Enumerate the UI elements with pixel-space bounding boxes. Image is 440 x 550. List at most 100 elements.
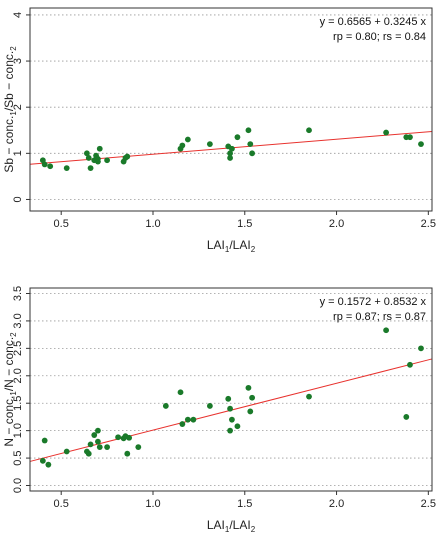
- x-tick-label: 1.5: [237, 218, 252, 230]
- data-point: [234, 423, 241, 430]
- x-ticks: 0.5 1.0 1.5 2.0 2.5: [54, 211, 436, 230]
- x-tick-label: 1.0: [145, 218, 160, 230]
- data-point: [91, 432, 98, 438]
- data-point: [206, 403, 213, 409]
- y-tick-label: 1.0: [12, 423, 24, 438]
- data-point: [407, 134, 413, 141]
- data-point: [104, 157, 110, 164]
- data-point: [95, 438, 101, 445]
- y-tick-label: 0.0: [12, 478, 24, 493]
- y-label-base: Sb − conc.: [2, 116, 16, 173]
- data-point: [184, 136, 191, 143]
- x-tick-label: 1.5: [237, 498, 252, 510]
- data-point: [418, 141, 424, 148]
- y-label-sub2: 2: [9, 46, 18, 51]
- y-tick-label: 0.5: [12, 450, 24, 465]
- x-axis-label: LAI1/LAI2: [207, 238, 256, 254]
- data-point: [115, 434, 122, 441]
- points: [39, 127, 424, 171]
- data-point: [227, 150, 233, 157]
- y-tick-label: 4: [12, 12, 24, 18]
- data-point: [234, 134, 241, 141]
- data-point: [124, 450, 131, 457]
- data-point: [41, 161, 48, 168]
- data-point: [249, 394, 256, 401]
- data-point: [245, 127, 252, 134]
- y-label-sub1: 1: [9, 391, 18, 396]
- data-point: [403, 414, 410, 420]
- data-point: [227, 155, 233, 161]
- panel-n-conc: 0.5 1.0 1.5 2.0 2.5 0.0 0.5 1.0 1.5 2.0 2.5 3.0 3.5…: [2, 286, 436, 534]
- equation-label: y = 0.6565 + 0.3245 x: [320, 16, 427, 28]
- data-point: [95, 158, 101, 165]
- data-point: [87, 441, 94, 448]
- data-point: [177, 389, 184, 396]
- data-point: [63, 448, 70, 455]
- x-label-sub1: 1: [225, 525, 230, 534]
- y-tick-label: 1: [12, 150, 24, 156]
- data-point: [85, 450, 92, 457]
- data-point: [306, 393, 312, 400]
- data-point: [383, 129, 390, 136]
- correlation-label: rp = 0.87; rs = 0.87: [333, 311, 426, 323]
- y-label-base: N − conc.: [2, 396, 16, 447]
- data-point: [39, 457, 46, 464]
- data-point: [96, 444, 103, 451]
- points: [39, 327, 424, 468]
- data-point: [85, 155, 92, 161]
- y-axis-label: N − conc.1/N − conc.2: [2, 332, 18, 447]
- data-point: [407, 361, 413, 368]
- x-tick-label: 2.5: [421, 498, 436, 510]
- x-tick-label: 1.0: [145, 498, 160, 510]
- data-point: [227, 427, 233, 434]
- data-point: [87, 165, 94, 171]
- data-point: [306, 127, 312, 134]
- y-axis-label: Sb − conc.1/Sb − conc.2: [2, 46, 18, 173]
- equation-label: y = 0.1572 + 0.8532 x: [320, 296, 427, 308]
- data-point: [95, 427, 101, 434]
- y-tick-label: 2: [12, 104, 24, 110]
- x-ticks: 0.5 1.0 1.5 2.0 2.5: [54, 491, 436, 510]
- data-point: [247, 408, 254, 415]
- correlation-label: rp = 0.80; rs = 0.84: [333, 31, 426, 43]
- data-point: [229, 145, 235, 152]
- data-point: [383, 327, 390, 334]
- y-ticks: 0.0 0.5 1.0 1.5 2.0 2.5 3.0 3.5: [12, 286, 30, 493]
- data-point: [126, 434, 133, 441]
- x-label-sub2: 2: [251, 245, 256, 254]
- x-tick-label: 0.5: [54, 498, 69, 510]
- data-point: [418, 345, 424, 352]
- plot-frame: [29, 7, 433, 212]
- data-point: [179, 421, 186, 427]
- data-point: [41, 437, 48, 444]
- data-point: [227, 405, 233, 412]
- data-point: [245, 384, 252, 391]
- data-point: [104, 444, 110, 451]
- data-point: [135, 444, 142, 451]
- y-label-sub2: 2: [9, 332, 18, 337]
- data-point: [249, 150, 256, 157]
- data-point: [124, 153, 131, 160]
- x-tick-label: 2.0: [329, 498, 344, 510]
- data-point: [47, 163, 54, 170]
- data-point: [229, 416, 235, 423]
- y-label-mid: /Sb − conc.: [2, 51, 16, 111]
- data-point: [190, 416, 197, 423]
- data-point: [206, 141, 213, 148]
- data-point: [63, 165, 70, 171]
- x-label-mid: /LAI: [229, 238, 250, 252]
- y-tick-label: 2.0: [12, 368, 24, 383]
- y-label-mid: /N − conc.: [2, 337, 16, 391]
- plot-frame: [29, 287, 433, 492]
- y-tick-label: 3.5: [12, 286, 24, 301]
- data-point: [179, 142, 186, 149]
- x-tick-label: 0.5: [54, 218, 69, 230]
- y-tick-label: 1.5: [12, 396, 24, 411]
- x-label-sub2: 2: [251, 525, 256, 534]
- data-point: [45, 461, 52, 468]
- x-label-base: LAI: [207, 518, 225, 532]
- x-tick-label: 2.0: [329, 218, 344, 230]
- x-axis-label: LAI1/LAI2: [207, 518, 256, 534]
